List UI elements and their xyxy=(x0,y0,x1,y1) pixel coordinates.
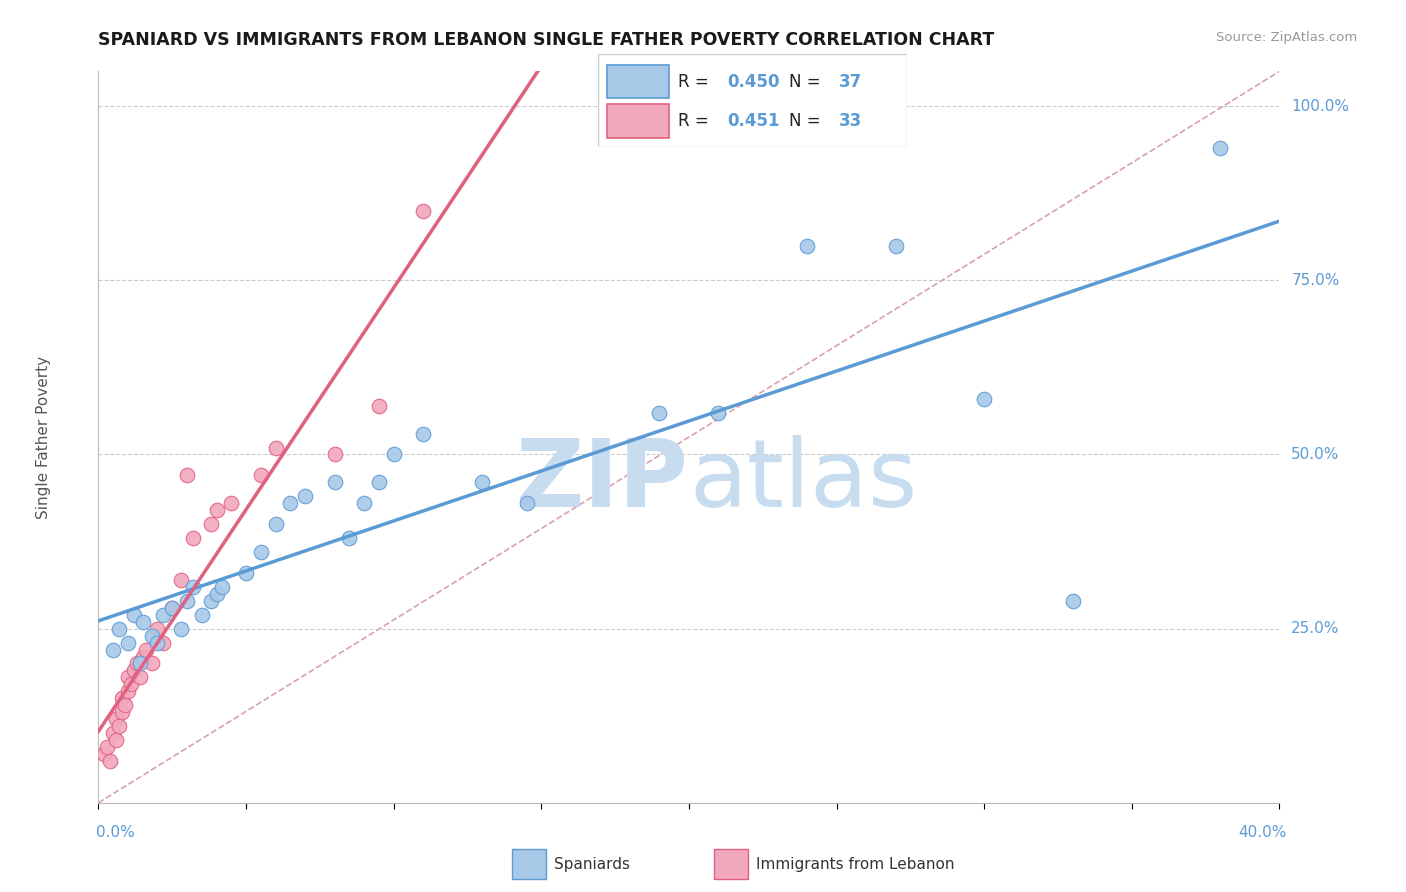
Point xyxy=(181,580,204,594)
Point xyxy=(368,399,391,413)
Point xyxy=(111,705,134,719)
Point xyxy=(108,622,131,636)
Point xyxy=(884,238,907,252)
Point xyxy=(93,747,115,761)
Text: 33: 33 xyxy=(839,112,862,130)
Point xyxy=(111,691,134,706)
Point xyxy=(152,607,174,622)
Point xyxy=(796,238,818,252)
Point xyxy=(162,600,183,615)
Point xyxy=(141,657,163,671)
Text: 0.451: 0.451 xyxy=(727,112,780,130)
Text: 25.0%: 25.0% xyxy=(1291,621,1340,636)
Bar xyxy=(607,104,669,138)
Point xyxy=(219,496,242,510)
Text: R =: R = xyxy=(678,112,709,130)
Point xyxy=(323,448,346,462)
Point xyxy=(96,740,118,755)
Point xyxy=(176,594,198,608)
Point xyxy=(353,496,375,510)
Text: 75.0%: 75.0% xyxy=(1291,273,1340,288)
Point xyxy=(250,468,273,483)
Point xyxy=(117,684,139,698)
Bar xyxy=(714,849,748,880)
Text: R =: R = xyxy=(678,72,709,91)
Point xyxy=(132,615,155,629)
Point xyxy=(141,629,163,643)
Point xyxy=(471,475,494,490)
Point xyxy=(176,468,198,483)
Text: ZIP: ZIP xyxy=(516,435,689,527)
Text: atlas: atlas xyxy=(689,435,917,527)
Point xyxy=(264,517,287,532)
Point xyxy=(278,496,302,510)
Point xyxy=(162,600,183,615)
Text: Source: ZipAtlas.com: Source: ZipAtlas.com xyxy=(1216,31,1357,45)
Text: 40.0%: 40.0% xyxy=(1239,825,1286,840)
Point xyxy=(170,622,193,636)
Text: 50.0%: 50.0% xyxy=(1291,447,1340,462)
Point xyxy=(205,587,228,601)
Point xyxy=(122,607,145,622)
Point xyxy=(122,664,145,678)
Point xyxy=(103,726,125,740)
Point xyxy=(170,573,193,587)
Point xyxy=(973,392,995,406)
Point xyxy=(368,475,391,490)
Point xyxy=(128,657,150,671)
Point xyxy=(146,622,169,636)
Point xyxy=(103,642,125,657)
Point xyxy=(108,719,131,733)
Point xyxy=(98,754,121,768)
Point xyxy=(323,475,346,490)
Text: Spaniards: Spaniards xyxy=(554,857,630,871)
Point xyxy=(152,635,174,649)
Point xyxy=(200,517,222,532)
Text: N =: N = xyxy=(789,112,821,130)
Point xyxy=(235,566,257,580)
Point xyxy=(1062,594,1084,608)
Point xyxy=(294,489,316,503)
Point xyxy=(264,441,287,455)
Point xyxy=(211,580,233,594)
Point xyxy=(117,670,139,684)
Point xyxy=(200,594,222,608)
Point xyxy=(181,531,204,545)
Point xyxy=(132,649,155,664)
Text: 0.0%: 0.0% xyxy=(96,825,135,840)
Point xyxy=(337,531,360,545)
Text: 100.0%: 100.0% xyxy=(1291,99,1350,113)
Point xyxy=(250,545,273,559)
Text: 37: 37 xyxy=(839,72,862,91)
Point xyxy=(205,503,228,517)
Text: Single Father Poverty: Single Father Poverty xyxy=(37,356,51,518)
Point xyxy=(120,677,142,691)
Point xyxy=(191,607,214,622)
Point xyxy=(105,712,128,726)
Point xyxy=(382,448,405,462)
Text: Immigrants from Lebanon: Immigrants from Lebanon xyxy=(756,857,955,871)
Point xyxy=(128,670,150,684)
Point xyxy=(515,496,537,510)
Point xyxy=(648,406,671,420)
Point xyxy=(125,657,148,671)
Point xyxy=(1209,141,1232,155)
Text: N =: N = xyxy=(789,72,821,91)
Bar xyxy=(607,65,669,98)
Point xyxy=(707,406,730,420)
Point xyxy=(135,642,157,657)
Point xyxy=(117,635,139,649)
Point xyxy=(114,698,136,713)
Point xyxy=(412,426,434,441)
Text: SPANIARD VS IMMIGRANTS FROM LEBANON SINGLE FATHER POVERTY CORRELATION CHART: SPANIARD VS IMMIGRANTS FROM LEBANON SING… xyxy=(98,31,994,49)
Point xyxy=(105,733,128,747)
Bar xyxy=(512,849,546,880)
Point xyxy=(412,203,434,218)
Text: 0.450: 0.450 xyxy=(727,72,780,91)
Point xyxy=(146,635,169,649)
